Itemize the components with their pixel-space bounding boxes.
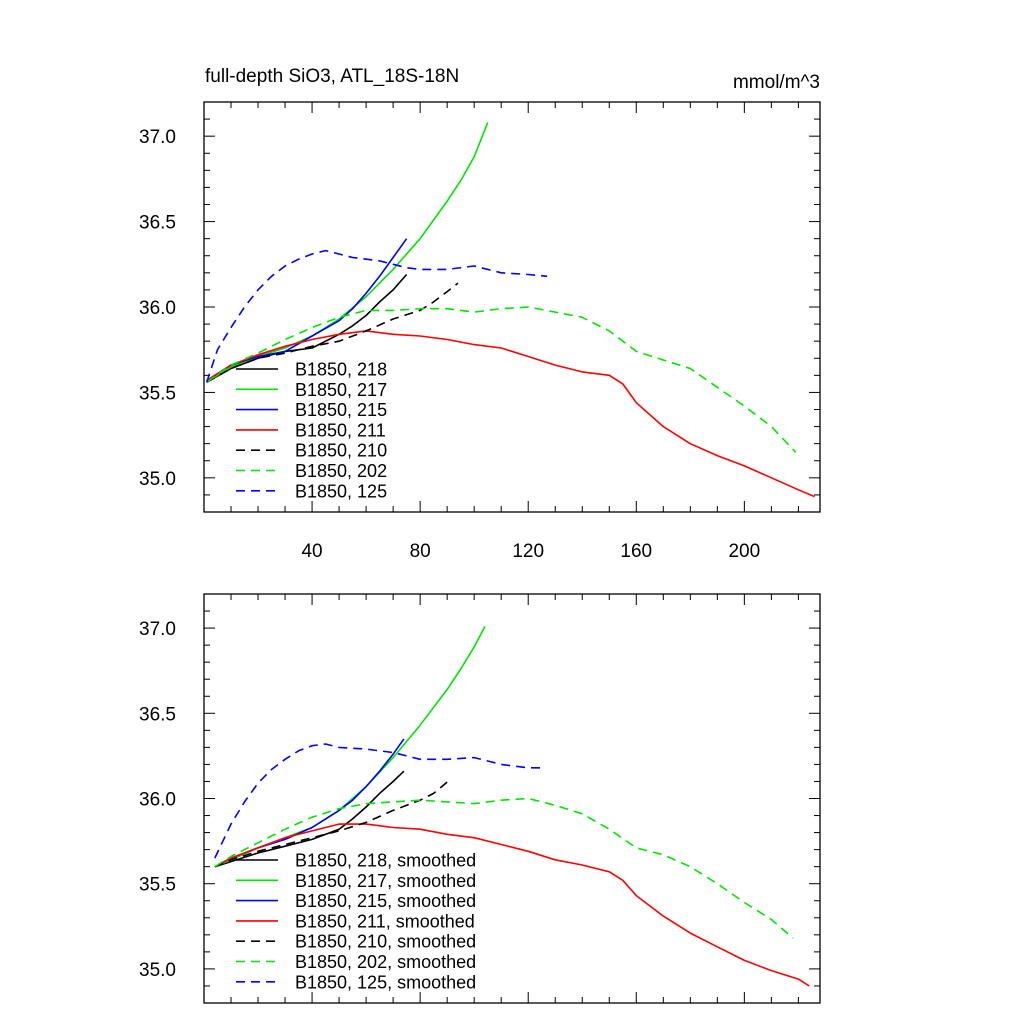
y-tick-label: 36.5	[139, 213, 176, 234]
y-tick-label: 36.0	[139, 298, 176, 319]
series-line-2	[206, 238, 408, 382]
legend-label: B1850, 217, smoothed	[295, 871, 476, 891]
series-line-5	[214, 797, 794, 939]
y-tick-label: 36.5	[139, 704, 176, 725]
legend-label: B1850, 202	[295, 461, 387, 481]
panel-bottom: 35.0 35.5 36.0 36.5 37.0 B1850, 218, smoothed…	[139, 593, 821, 1004]
series-line-1	[214, 626, 486, 868]
legend-label: B1850, 215, smoothed	[295, 891, 476, 911]
x-tick-label: 80	[410, 541, 431, 562]
series-line-1	[206, 122, 489, 383]
y-tick-label: 35.0	[139, 960, 176, 981]
series-line-4	[206, 282, 459, 383]
legend-label: B1850, 125	[295, 481, 387, 501]
legend-label: B1850, 217	[295, 380, 387, 400]
units-label: mmol/m^3	[733, 72, 820, 93]
series-line-0	[214, 770, 405, 868]
series-line-6	[205, 249, 548, 383]
legend-label: B1850, 202, smoothed	[295, 952, 476, 972]
series-line-3	[214, 823, 810, 987]
panel-top: 40 80 120 160 200 35.0 35.5 36.0 36.5 37.0 B1850, …	[139, 101, 821, 562]
x-tick-label: 120	[512, 541, 544, 562]
series-line-3	[206, 330, 815, 498]
legend-label: B1850, 211, smoothed	[295, 911, 475, 931]
legend-label: B1850, 211	[295, 420, 386, 440]
legend-label: B1850, 218, smoothed	[295, 851, 476, 871]
legend-label: B1850, 218	[295, 360, 387, 380]
y-tick-label: 37.0	[139, 127, 176, 148]
chart-title: full-depth SiO3, ATL_18S-18N	[205, 66, 459, 87]
series-line-5	[206, 306, 797, 453]
x-tick-label: 40	[301, 541, 322, 562]
series-line-4	[214, 779, 451, 868]
y-tick-label: 36.0	[139, 790, 176, 811]
legend-label: B1850, 210, smoothed	[295, 932, 476, 952]
x-tick-label: 200	[728, 541, 760, 562]
y-tick-label: 37.0	[139, 619, 176, 640]
y-tick-label: 35.5	[139, 383, 176, 404]
legend-label: B1850, 215	[295, 400, 387, 420]
series-line-6	[214, 743, 542, 859]
y-tick-label: 35.0	[139, 469, 176, 490]
x-tick-label: 160	[620, 541, 652, 562]
legend-label: B1850, 125, smoothed	[295, 972, 476, 992]
y-tick-label: 35.5	[139, 875, 176, 896]
legend-label: B1850, 210	[295, 441, 387, 461]
